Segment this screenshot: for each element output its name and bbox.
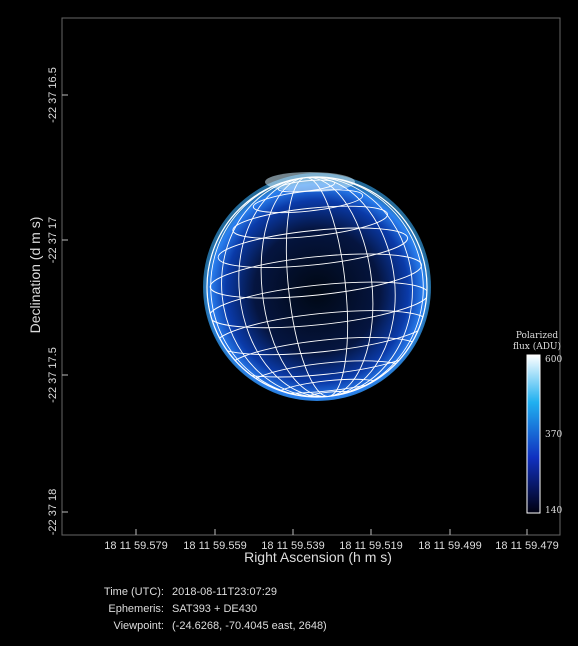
x-tick-label: 18 11 59.579 (104, 540, 167, 552)
info-key: Time (UTC): (104, 586, 164, 598)
figure: Declination (d m s) Right Ascension (h m… (0, 0, 578, 641)
colorbar-tick-label: 370 (545, 430, 562, 440)
x-tick-label: 18 11 59.559 (183, 540, 246, 552)
x-tick-label: 18 11 59.519 (339, 540, 402, 552)
info-key: Viewpoint: (113, 620, 164, 632)
y-tick-label: -22 37 16.5 (47, 67, 59, 123)
x-tick-label: 18 11 59.479 (495, 540, 558, 552)
y-tick-label: -22 37 17.5 (47, 347, 59, 403)
info-value: SAT393 + DE430 (172, 603, 257, 615)
y-tick-label: -22 37 18 (47, 489, 59, 535)
colorbar-title: Polarized (516, 331, 559, 341)
y-tick-label: -22 37 17 (47, 217, 59, 263)
x-tick-label: 18 11 59.499 (418, 540, 481, 552)
colorbar-title: flux (ADU) (513, 341, 561, 352)
info-value: 2018-08-11T23:07:29 (172, 586, 277, 598)
colorbar-tick-label: 140 (545, 506, 562, 516)
info-value: (-24.6268, -70.4045 east, 2648) (172, 620, 327, 632)
info-key: Ephemeris: (108, 603, 164, 615)
y-axis-label: Declination (d m s) (27, 217, 43, 334)
x-tick-label: 18 11 59.539 (261, 540, 324, 552)
colorbar (527, 355, 540, 513)
colorbar-tick-label: 600 (545, 355, 562, 365)
